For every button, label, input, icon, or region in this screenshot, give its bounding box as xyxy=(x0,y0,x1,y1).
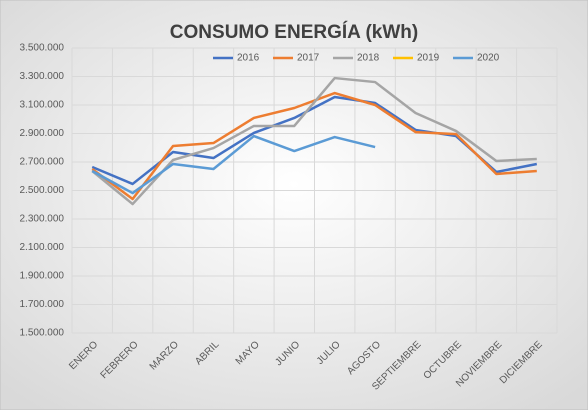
y-tick-label: 3.100.000 xyxy=(20,100,65,111)
series-line xyxy=(91,134,376,195)
legend-label: 2017 xyxy=(297,53,320,64)
y-tick-label: 2.700.000 xyxy=(20,157,65,168)
y-tick-label: 2.900.000 xyxy=(20,128,65,139)
y-tick-label: 1.900.000 xyxy=(20,271,65,282)
y-tick-label: 2.100.000 xyxy=(20,242,65,253)
legend-label: 2018 xyxy=(357,53,380,64)
y-tick-label: 3.500.000 xyxy=(20,43,65,54)
legend-label: 2020 xyxy=(477,53,500,64)
y-tick-label: 1.500.000 xyxy=(20,328,65,339)
y-tick-label: 2.300.000 xyxy=(20,214,65,225)
legend-label: 2019 xyxy=(417,53,440,64)
legend-label: 2016 xyxy=(237,53,260,64)
y-tick-label: 3.300.000 xyxy=(20,71,65,82)
y-tick-label: 2.500.000 xyxy=(20,185,65,196)
y-tick-label: 1.700.000 xyxy=(20,299,65,310)
chart-title: CONSUMO ENERGÍA (kWh) xyxy=(170,21,418,43)
